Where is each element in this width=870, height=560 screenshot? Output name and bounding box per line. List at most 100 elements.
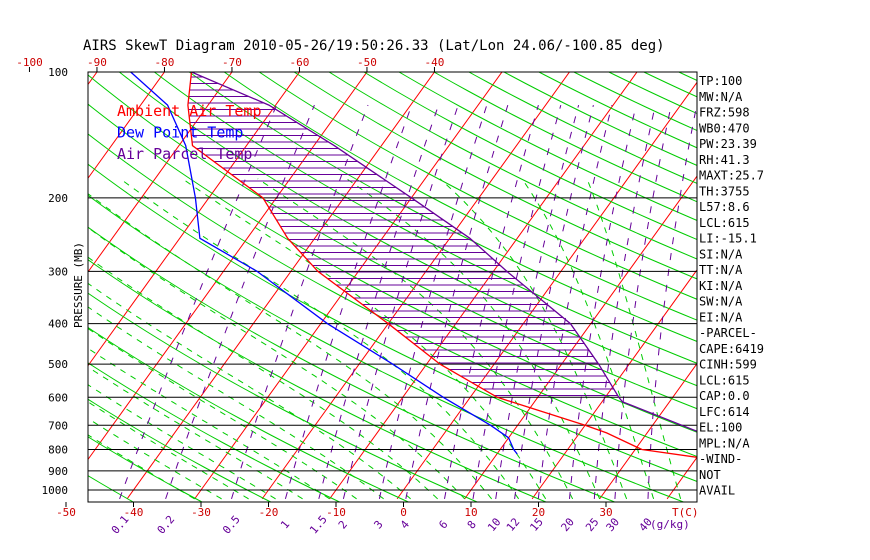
dry-adiabat-line — [537, 72, 697, 149]
index-line: NOT — [699, 468, 721, 482]
index-line: MW:N/A — [699, 90, 743, 104]
series-layer — [130, 72, 697, 458]
dry-adiabat-line — [88, 194, 685, 502]
index-line: SW:N/A — [699, 295, 743, 309]
dry-adiabat-line — [88, 226, 617, 502]
dry-adiabat-line — [293, 72, 697, 280]
isotherm-line — [126, 72, 436, 500]
dry-adiabat-line — [88, 398, 272, 502]
legend-item: Dew Point Temp — [117, 124, 243, 142]
pressure-tick-label: 900 — [48, 465, 68, 478]
mixing-ratio-tick-label: 1 — [278, 518, 292, 531]
isotherm-line — [88, 72, 166, 180]
cape-hatching — [188, 76, 618, 396]
index-line: PW:23.39 — [699, 137, 757, 151]
index-line: MAXT:25.7 — [699, 169, 764, 183]
pressure-tick-label: 400 — [48, 318, 68, 331]
mixing-ratio-tick-label: 0.2 — [155, 513, 178, 537]
mixing-ratio-line — [495, 104, 580, 499]
top-temp-tick-label: -40 — [425, 56, 445, 69]
index-line: TP:100 — [699, 74, 742, 88]
mixing-ratio-tick-label: 0.5 — [220, 513, 243, 537]
mixing-ratio-tick-label: 10 — [485, 515, 503, 534]
index-line: AVAIL — [699, 484, 735, 498]
pressure-tick-label: 700 — [48, 419, 68, 432]
index-line: CAPE:6419 — [699, 342, 764, 356]
top-temp-tick-label: -90 — [87, 56, 107, 69]
moist-adiabat-line — [346, 178, 601, 500]
index-line: LCL:615 — [699, 216, 750, 230]
temp-unit-label: T(C) — [672, 506, 699, 519]
pressure-tick-label: 600 — [48, 391, 68, 404]
index-line: WB0:470 — [699, 121, 750, 135]
dry-adiabat-line — [118, 72, 697, 387]
isotherm-line — [735, 63, 870, 499]
pressure-tick-label: 300 — [48, 265, 68, 278]
moist-adiabat-line — [88, 366, 303, 500]
top-temp-tick-label: -80 — [155, 56, 175, 69]
bottom-temp-tick-label: -50 — [56, 506, 76, 519]
index-line: SI:N/A — [699, 247, 743, 261]
pressure-tick-label: 500 — [48, 358, 68, 371]
isotherm-line — [599, 362, 697, 500]
plot-frame — [87, 71, 698, 503]
index-line: KI:N/A — [699, 279, 743, 293]
index-line: FRZ:598 — [699, 106, 750, 120]
moist-adiabat-line — [88, 327, 357, 500]
moist-adiabat-line — [521, 178, 655, 500]
dry-adiabat-line — [642, 72, 697, 98]
mixing-ratio-tick-label: 3 — [372, 518, 386, 531]
bottom-temp-tick-label: 10 — [464, 506, 477, 519]
mixing-ratio-tick-label: 2 — [336, 518, 350, 531]
index-line: EI:N/A — [699, 310, 743, 324]
moist-adiabat-line — [88, 434, 195, 500]
mixing-ratio-line — [593, 104, 656, 499]
mixing-ratio-unit-label: (g/kg) — [650, 518, 690, 531]
mixing-ratio-line — [165, 104, 315, 500]
moist-adiabat-line — [88, 226, 465, 500]
dry-adiabat-line — [0, 67, 73, 507]
mixing-ratio-tick-label: 8 — [465, 518, 479, 531]
isotherm-line — [329, 72, 638, 500]
dry-adiabat-line — [88, 292, 479, 502]
index-line: EL:100 — [699, 421, 742, 435]
index-line: RH:41.3 — [699, 153, 750, 167]
dry-adiabat-line — [258, 72, 697, 300]
mixing-ratio-line — [119, 104, 278, 500]
pressure-tick-label: 100 — [48, 66, 68, 79]
pressure-tick-label: 200 — [48, 192, 68, 205]
bottom-temp-tick-label: -10 — [326, 506, 346, 519]
isotherm-line — [531, 269, 697, 500]
isotherm-line — [802, 63, 870, 499]
isotherm-line — [464, 175, 697, 500]
dry-adiabat-line — [188, 72, 697, 342]
moist-adiabat-line — [88, 306, 384, 500]
index-line: TT:N/A — [699, 263, 743, 277]
legend-item: Ambient Air Temp — [117, 102, 262, 120]
moist-adiabat-line — [88, 417, 222, 500]
isotherm-line — [88, 72, 233, 273]
index-line: -WIND- — [699, 452, 742, 466]
moist-adiabat-line — [88, 193, 493, 500]
mixing-ratio-tick-label: 20 — [558, 516, 576, 535]
dry-adiabat-line — [88, 163, 697, 482]
bottom-temp-tick-label: -40 — [124, 506, 144, 519]
top-temp-tick-label: -100 — [16, 56, 43, 69]
top-temp-tick-label: -60 — [290, 56, 310, 69]
legend-item: Air Parcel Temp — [117, 145, 252, 163]
isotherm-line — [0, 63, 36, 499]
index-line: CINH:599 — [699, 358, 757, 372]
dry-adiabat-line — [88, 74, 697, 410]
mixing-ratio-tick-label: 4 — [398, 518, 412, 532]
pressure-tick-label: 1000 — [42, 484, 69, 497]
mixing-ratio-line — [647, 105, 697, 499]
index-line: TH:3755 — [699, 184, 750, 198]
bottom-temp-tick-label: 0 — [400, 506, 407, 519]
bottom-temp-tick-label: -20 — [259, 506, 279, 519]
moist-adiabat-line — [257, 178, 574, 500]
mixing-ratio-line — [378, 104, 488, 500]
index-line: -PARCEL- — [699, 326, 757, 340]
bottom-temp-tick-label: 30 — [599, 506, 612, 519]
legend: Ambient Air Temp Dew Point Temp Air Parcel… — [117, 102, 262, 163]
